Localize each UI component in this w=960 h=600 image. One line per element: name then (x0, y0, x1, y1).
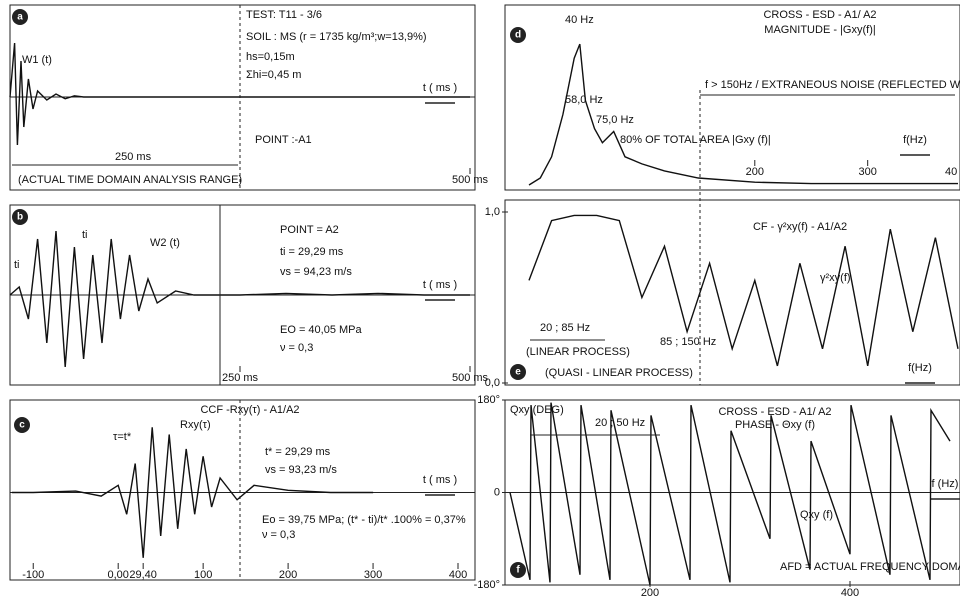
x-tick-label: 250 ms (222, 372, 259, 384)
annotation: Rxy(τ) (180, 419, 211, 431)
annotation: ti (82, 229, 88, 241)
x-tick-label: 200 (641, 587, 659, 599)
annotation: 75,0 Hz (596, 114, 634, 126)
x-tick-label: 29,40 (129, 569, 157, 581)
x-tick-label: 300 (364, 569, 382, 581)
panel-letter: e (515, 367, 521, 378)
panel-badge (14, 417, 30, 433)
signal-line (12, 427, 374, 558)
x-tick-label: 300 (859, 166, 877, 178)
panel-frame (504, 199, 960, 386)
signal-line (509, 402, 951, 586)
panel-letter: c (19, 420, 25, 431)
x-tick-label: 200 (279, 569, 297, 581)
y-tick-label: 1,0 (485, 206, 500, 218)
annotation: W2 (t) (150, 237, 180, 249)
annotation: 250 ms (115, 151, 152, 163)
annotation: SOIL : MS (r = 1735 kg/m³;w=13,9%) (246, 31, 427, 43)
annotation: f > 150Hz / EXTRANEOUS NOISE (REFLECTED … (705, 79, 960, 91)
annotation: γ²xy(f) (820, 272, 851, 284)
annotation: hs=0,15m (246, 51, 295, 63)
panel-title: CROSS - ESD - A1/ A2 (763, 9, 876, 21)
panel-title: CROSS - ESD - A1/ A2 (718, 406, 831, 418)
annotation: Qxy (DEG) (510, 404, 564, 416)
y-tick-label: -180° (474, 579, 500, 591)
panel-subtitle: MAGNITUDE - |Gxy(f)| (764, 24, 875, 36)
x-axis-label: t ( ms ) (423, 474, 457, 486)
x-tick-label: -100 (22, 569, 44, 581)
annotation: ti = 29,29 ms (280, 246, 344, 258)
x-axis-label: f (Hz) (932, 478, 959, 490)
panel-subtitle: PHASE - Θxy (f) (735, 419, 815, 431)
panel-letter: b (17, 212, 23, 223)
panel-badge (12, 209, 28, 225)
annotation: W1 (t) (22, 54, 52, 66)
x-axis-label: f(Hz) (908, 362, 932, 374)
annotation: ν = 0,3 (262, 529, 295, 541)
x-tick-label: 400 (449, 569, 467, 581)
y-tick-label: 0,0 (485, 377, 500, 389)
signal-line (528, 214, 959, 367)
annotation: 85 ; 150 Hz (660, 336, 716, 348)
panel-badge (510, 364, 526, 380)
panel-letter: a (17, 12, 23, 23)
y-tick-label: 180° (477, 394, 500, 406)
annotation: 80% OF TOTAL AREA |Gxy (f)| (620, 134, 771, 146)
annotation: 20 ; 85 Hz (540, 322, 590, 334)
annotation: (QUASI - LINEAR PROCESS) (545, 367, 693, 379)
annotation: vs = 93,23 m/s (265, 464, 337, 476)
annotation: TEST: T11 - 3/6 (246, 9, 322, 21)
annotation: POINT :-A1 (255, 134, 312, 146)
panel-frame (9, 399, 476, 581)
annotation: Eo = 39,75 MPa; (t* - ti)/t* .100% = 0,3… (262, 514, 466, 526)
panel-letter: f (516, 565, 520, 576)
y-tick-label: 0 (494, 486, 500, 498)
annotation: AFD = ACTUAL FREQUENCY DOMAIN ANALYSIS R… (780, 561, 960, 573)
x-tick-label: 200 (746, 166, 764, 178)
panel-badge (12, 9, 28, 25)
panel-title: CCF -Rxy(τ) - A1/A2 (200, 404, 299, 416)
panel-frame (504, 4, 960, 191)
panel-badge (510, 562, 526, 578)
signal-line (9, 230, 470, 368)
x-tick-label: 400 (841, 587, 859, 599)
x-axis-label: t ( ms ) (423, 82, 457, 94)
panel-letter: d (515, 30, 521, 41)
panel-badge (510, 27, 526, 43)
signal-line (528, 43, 958, 186)
annotation: (LINEAR PROCESS) (526, 346, 630, 358)
annotation: EO = 40,05 MPa (280, 324, 363, 336)
annotation: (ACTUAL TIME DOMAIN ANALYSIS RANGE) (18, 174, 242, 186)
x-axis-label: f(Hz) (903, 134, 927, 146)
x-tick-label: 500 ms (452, 372, 489, 384)
annotation: Qxy (f) (800, 509, 833, 521)
annotation: 20 ; 50 Hz (595, 417, 645, 429)
annotation: vs = 94,23 m/s (280, 266, 352, 278)
annotation: t* = 29,29 ms (265, 446, 331, 458)
panel-title: CF - γ²xy(f) - A1/A2 (753, 221, 847, 233)
annotation: 58,0 Hz (565, 94, 603, 106)
annotation: Σhi=0,45 m (246, 69, 301, 81)
annotation: ν = 0,3 (280, 342, 313, 354)
annotation: τ=t* (113, 431, 132, 443)
x-axis-label: t ( ms ) (423, 279, 457, 291)
annotation: POINT = A2 (280, 224, 339, 236)
x-tick-label: 0,00 (107, 569, 128, 581)
x-tick-label: 500 ms (452, 174, 489, 186)
x-tick-label: 100 (194, 569, 212, 581)
annotation: ti (14, 259, 20, 271)
annotation: 40 Hz (565, 14, 594, 26)
signal-line (9, 42, 470, 146)
annotation: 40 (945, 166, 957, 178)
